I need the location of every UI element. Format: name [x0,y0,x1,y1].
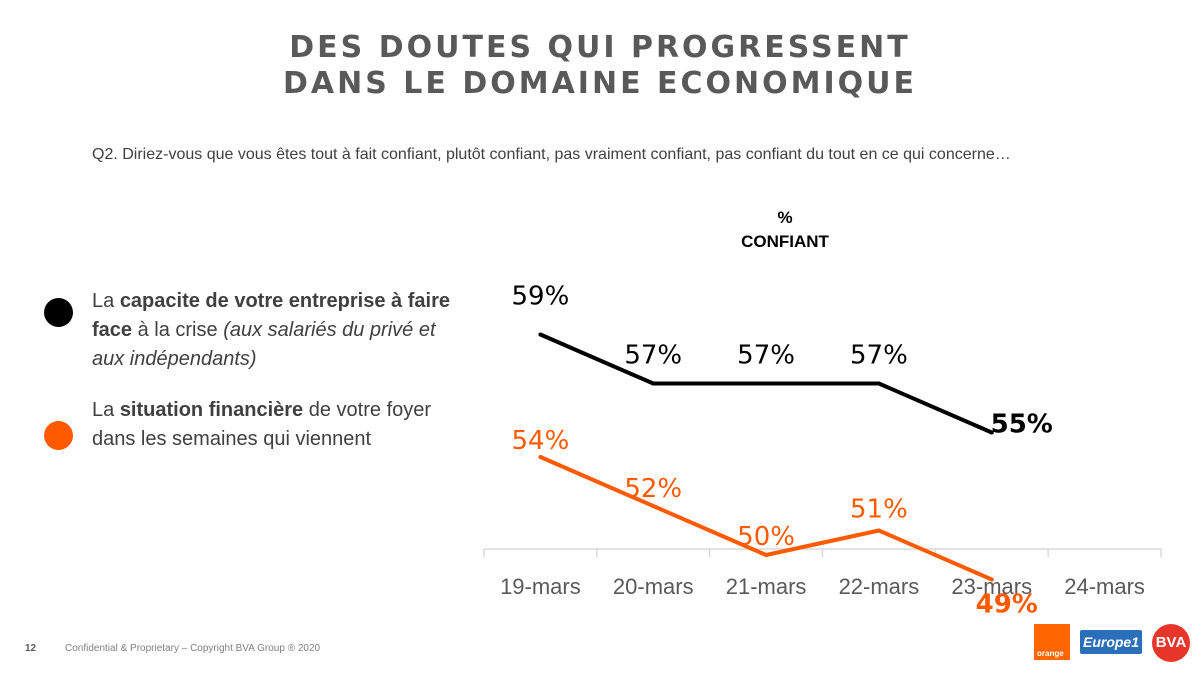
legend-bold: situation financière [119,399,304,421]
data-label-0-2: 57% [737,341,795,371]
data-point-1-4 [989,577,994,582]
legend-after: à la crise [132,319,224,341]
question-text: Q2. Diriez-vous que vous êtes tout à fai… [92,146,1011,163]
copyright-text: Confidential & Proprietary – Copyright B… [65,643,321,654]
legend-prefix: La [92,290,120,312]
legend-text-entreprise: La capacite de votre entreprise à faire … [92,287,462,374]
legend-bold: capacite de votre entreprise à faire fac… [92,290,450,341]
percent-symbol: % [777,208,793,227]
title-line-2: DANS LE DOMAINE ECONOMIQUE [282,66,917,101]
data-point-1-3 [876,528,881,533]
data-label-0-0: 59% [512,282,570,312]
europe1-logo: Europe1 [1080,630,1142,654]
series-line-1 [539,455,993,582]
data-point-0-4 [989,430,994,435]
x-tick-label-20-mars: 20-mars [613,574,694,599]
legend-after: de votre foyer dans les semaines qui vie… [92,399,432,450]
data-label-1-1: 52% [624,474,682,504]
legend-text-foyer: La situation financière de votre foyer d… [92,396,462,454]
percent-confiant-heading: % CONFIANT [700,206,870,254]
legend-prefix: La [92,399,120,421]
data-point-0-0 [538,332,543,337]
data-label-1-2: 50% [737,522,795,552]
x-tick-label-21-mars: 21-mars [726,574,807,599]
data-label-0-1: 57% [624,341,682,371]
page-title: DES DOUTES QUI PROGRESSENT DANS LE DOMAI… [0,30,1200,102]
x-tick-label-19-mars: 19-mars [500,574,581,599]
data-point-0-1 [651,381,656,386]
orange-logo-text: orange [1037,649,1064,658]
title-line-1: DES DOUTES QUI PROGRESSENT [289,30,911,65]
data-point-0-3 [876,381,881,386]
legend-italic: (aux salariés du privé et aux indépendan… [92,319,436,370]
data-label-1-3: 51% [850,495,908,525]
data-label-1-4: 49% [976,590,1038,620]
x-tick-label-24-mars: 24-mars [1064,574,1145,599]
bva-logo: BVA [1152,624,1190,662]
confiant-label: CONFIANT [741,232,829,251]
data-point-1-1 [651,504,656,508]
page-number: 12 [25,643,37,654]
legend-marker-orange [44,421,73,450]
orange-logo: orange [1034,624,1070,660]
data-label-1-0: 54% [512,426,570,456]
data-point-0-2 [764,381,769,386]
data-point-1-0 [538,455,543,459]
data-label-0-4: 55% [991,410,1053,440]
legend-marker-black [44,298,73,327]
data-label-0-3: 57% [850,341,908,371]
x-tick-label-22-mars: 22-mars [839,574,920,599]
data-point-1-2 [764,553,769,557]
